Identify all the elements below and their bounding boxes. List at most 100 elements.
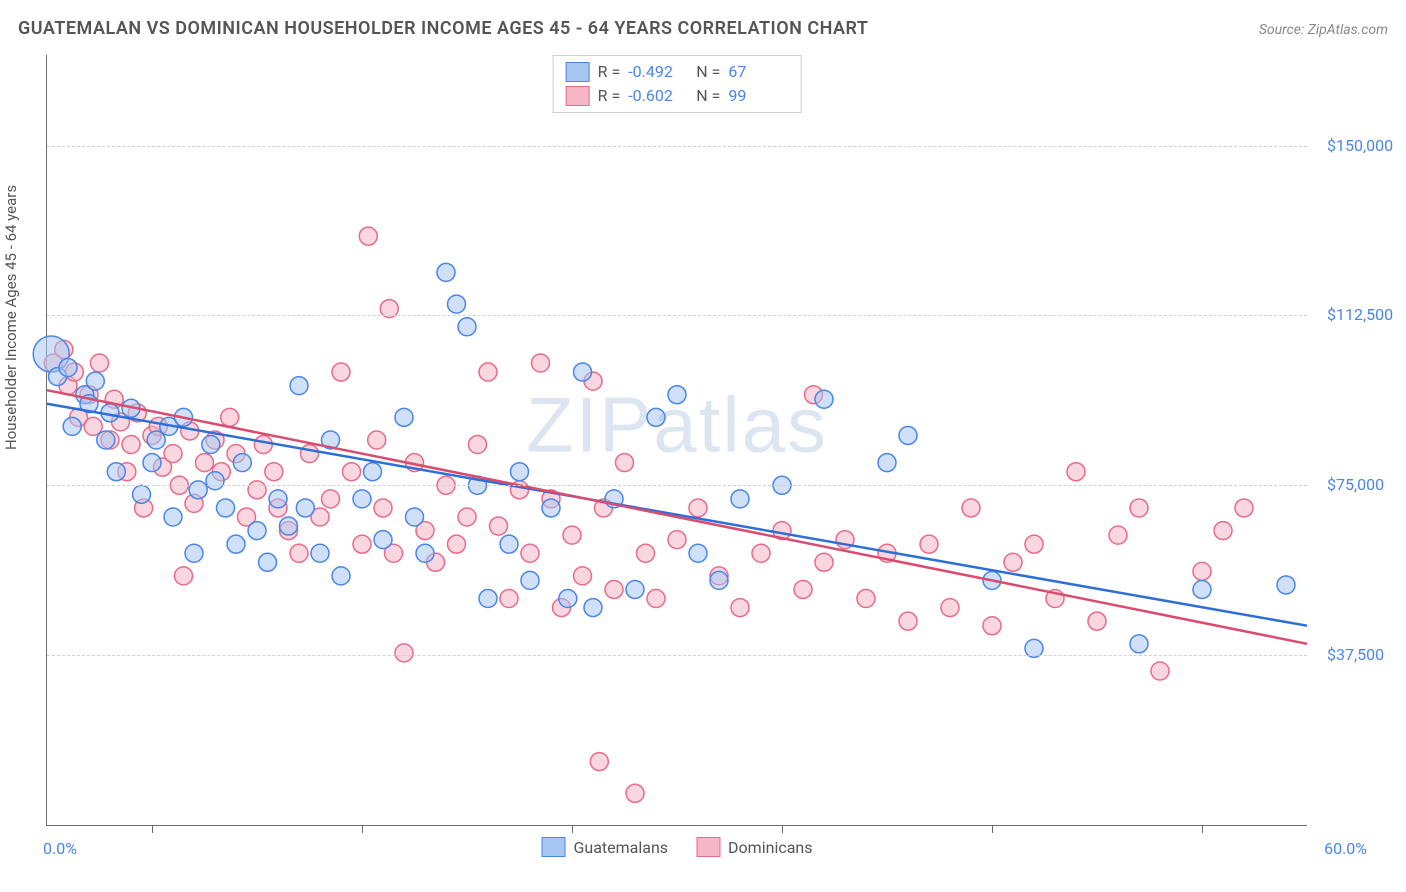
legend-row-guatemalans: R = -0.492 N = 67 bbox=[566, 60, 789, 84]
data-point bbox=[343, 463, 361, 481]
data-point bbox=[521, 571, 539, 589]
swatch-guatemalans bbox=[541, 837, 565, 857]
trend-line bbox=[47, 390, 1307, 644]
data-point bbox=[500, 590, 518, 608]
data-point bbox=[374, 499, 392, 517]
data-point bbox=[233, 454, 251, 472]
data-point bbox=[605, 580, 623, 598]
data-point bbox=[353, 490, 371, 508]
data-point bbox=[574, 567, 592, 585]
data-point bbox=[280, 517, 298, 535]
data-point bbox=[227, 535, 245, 553]
data-point bbox=[458, 318, 476, 336]
data-point bbox=[616, 454, 634, 472]
data-point bbox=[196, 454, 214, 472]
data-point bbox=[143, 454, 161, 472]
legend-item-dominicans: Dominicans bbox=[696, 837, 812, 857]
data-point bbox=[133, 485, 151, 503]
data-point bbox=[1193, 580, 1211, 598]
data-point bbox=[794, 580, 812, 598]
data-point bbox=[458, 508, 476, 526]
data-point bbox=[437, 263, 455, 281]
series-label-guatemalans: Guatemalans bbox=[573, 838, 668, 857]
data-point bbox=[332, 567, 350, 585]
data-point bbox=[254, 436, 272, 454]
data-point bbox=[164, 445, 182, 463]
data-point bbox=[248, 481, 266, 499]
data-point bbox=[1067, 463, 1085, 481]
data-point bbox=[574, 363, 592, 381]
data-point bbox=[206, 472, 224, 490]
data-point bbox=[1277, 576, 1295, 594]
data-point bbox=[221, 408, 239, 426]
x-tick bbox=[572, 825, 573, 833]
data-point bbox=[265, 463, 283, 481]
x-tick bbox=[152, 825, 153, 833]
data-point bbox=[107, 463, 125, 481]
data-point bbox=[1004, 553, 1022, 571]
data-point bbox=[1088, 612, 1106, 630]
n-label: N = bbox=[696, 60, 720, 84]
data-point bbox=[559, 590, 577, 608]
n-value-guatemalans: 67 bbox=[728, 60, 788, 84]
legend-item-guatemalans: Guatemalans bbox=[541, 837, 668, 857]
n-value-dominicans: 99 bbox=[728, 84, 788, 108]
data-point bbox=[689, 544, 707, 562]
data-point bbox=[983, 617, 1001, 635]
data-point bbox=[815, 553, 833, 571]
data-point bbox=[731, 490, 749, 508]
data-point bbox=[920, 535, 938, 553]
data-point bbox=[185, 544, 203, 562]
data-point bbox=[269, 490, 287, 508]
y-axis-label: Householder Income Ages 45 - 64 years bbox=[2, 185, 20, 450]
data-point bbox=[469, 436, 487, 454]
x-tick bbox=[992, 825, 993, 833]
legend-row-dominicans: R = -0.602 N = 99 bbox=[566, 84, 789, 108]
data-point bbox=[301, 445, 319, 463]
data-point bbox=[668, 531, 686, 549]
y-tick-label: $75,000 bbox=[1327, 475, 1384, 494]
data-point bbox=[479, 363, 497, 381]
x-tick bbox=[782, 825, 783, 833]
series-legend: Guatemalans Dominicans bbox=[541, 837, 812, 857]
data-point bbox=[406, 508, 424, 526]
data-point bbox=[511, 463, 529, 481]
data-point bbox=[448, 535, 466, 553]
swatch-dominicans bbox=[696, 837, 720, 857]
data-point bbox=[521, 544, 539, 562]
data-point bbox=[731, 599, 749, 617]
source-attribution: Source: ZipAtlas.com bbox=[1259, 22, 1388, 38]
data-point bbox=[63, 417, 81, 435]
data-point bbox=[332, 363, 350, 381]
data-point bbox=[359, 227, 377, 245]
x-max-label: 60.0% bbox=[1324, 839, 1367, 858]
data-point bbox=[899, 426, 917, 444]
data-point bbox=[626, 580, 644, 598]
data-point bbox=[311, 544, 329, 562]
data-point bbox=[248, 522, 266, 540]
data-point bbox=[941, 599, 959, 617]
data-point bbox=[395, 644, 413, 662]
data-point bbox=[563, 526, 581, 544]
data-point bbox=[374, 531, 392, 549]
y-tick-label: $112,500 bbox=[1327, 305, 1393, 324]
data-point bbox=[1214, 522, 1232, 540]
data-point bbox=[416, 544, 434, 562]
x-tick bbox=[1202, 825, 1203, 833]
data-point bbox=[752, 544, 770, 562]
gridline bbox=[47, 485, 1307, 486]
data-point bbox=[175, 567, 193, 585]
data-point bbox=[647, 590, 665, 608]
trend-line bbox=[47, 404, 1307, 626]
data-point bbox=[395, 408, 413, 426]
data-point bbox=[290, 544, 308, 562]
data-point bbox=[637, 544, 655, 562]
data-point bbox=[1235, 499, 1253, 517]
data-point bbox=[217, 499, 235, 517]
r-label: R = bbox=[598, 84, 621, 108]
x-tick bbox=[362, 825, 363, 833]
data-point bbox=[86, 372, 104, 390]
data-point bbox=[626, 784, 644, 802]
x-min-label: 0.0% bbox=[43, 839, 77, 858]
data-point bbox=[122, 436, 140, 454]
